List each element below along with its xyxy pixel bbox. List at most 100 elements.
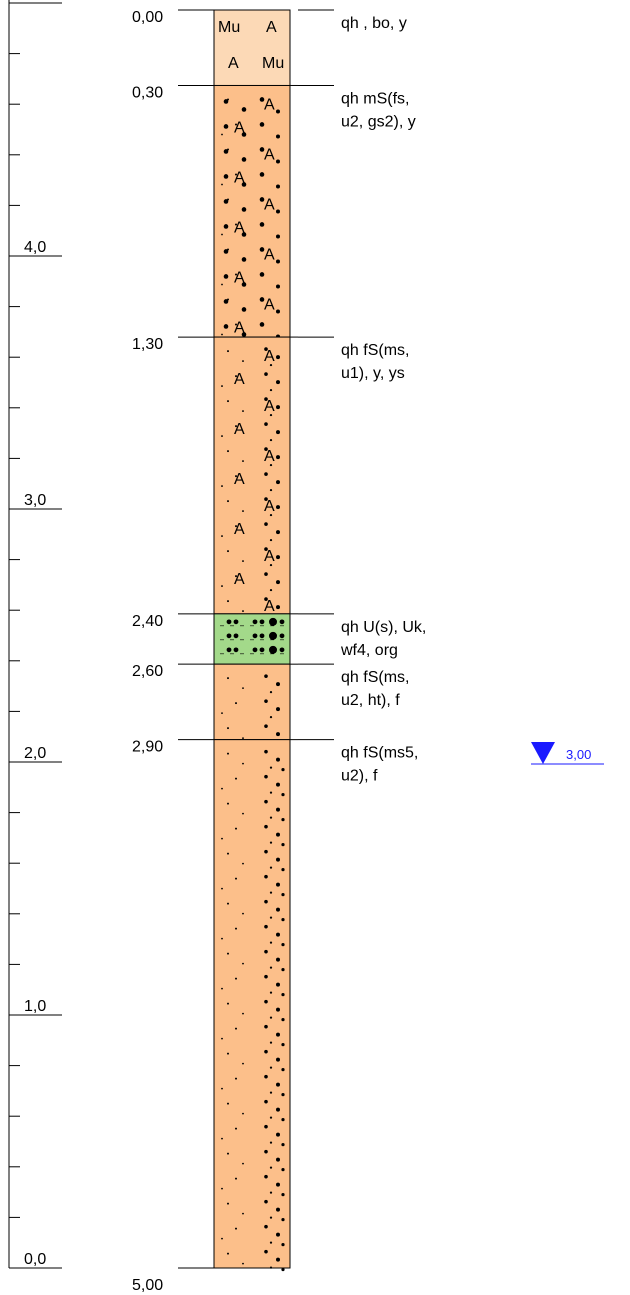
pattern-fine-dot — [235, 425, 237, 428]
soil-layer-fill — [213, 663, 291, 741]
pattern-medium-dot — [281, 843, 285, 847]
pattern-fine-dot — [221, 385, 223, 387]
water-level-label: 3,00 — [566, 747, 591, 762]
pattern-fine-dot — [269, 966, 273, 969]
pattern-a-glyph: A — [228, 55, 239, 72]
pattern-medium-dot — [223, 124, 229, 129]
pattern-a-glyph: A — [264, 598, 275, 615]
pattern-fine-dot — [269, 1141, 273, 1144]
depth-labels: 0,00 0,30 1,30 2,40 2,60 2,90 5,00 — [132, 9, 214, 1294]
pattern-medium-dot — [276, 1132, 280, 1137]
pattern-a-glyph: A — [264, 398, 275, 415]
pattern-medium-dot — [241, 332, 247, 337]
pattern-medium-dot — [276, 109, 280, 114]
pattern-fine-dot — [242, 1062, 244, 1065]
pattern-medium-dot — [281, 768, 285, 772]
pattern-fine-dot — [235, 777, 237, 780]
layer-top-depth-label: 2,90 — [132, 739, 163, 756]
pattern-fine-dot — [269, 866, 273, 869]
pattern-medium-dot — [281, 943, 285, 947]
pattern-medium-dot — [264, 1149, 268, 1154]
pattern-a-glyph: A — [264, 96, 275, 113]
pattern-medium-dot — [264, 372, 268, 376]
pattern-a-glyph: A — [264, 348, 275, 365]
pattern-fine-dot — [235, 1177, 237, 1180]
pattern-medium-dot — [281, 1193, 285, 1197]
layer-description-line: qh U(s), Uk, — [341, 619, 426, 636]
pattern-medium-dot — [264, 999, 268, 1004]
pattern-medium-dot — [241, 257, 247, 262]
pattern-fine-dot — [227, 902, 229, 905]
pattern-medium-dot — [264, 924, 268, 929]
pattern-fine-dot — [242, 687, 244, 690]
pattern-fine-dot — [221, 837, 223, 840]
pattern-medium-dot — [281, 1068, 285, 1072]
pattern-silt-dot — [252, 633, 258, 639]
pattern-silt-dot — [233, 633, 239, 639]
scale-label: 3,0 — [24, 492, 46, 509]
pattern-fine-dot — [242, 610, 244, 612]
soil-layer-pattern: A A A A A A A A A A A — [221, 347, 280, 617]
soil-layer: Mu A A Mu — [213, 9, 291, 86]
pattern-medium-dot — [241, 282, 247, 287]
pattern-silt-dot — [259, 619, 265, 625]
pattern-medium-dot — [264, 674, 268, 678]
pattern-a-glyph: A — [264, 448, 275, 465]
pattern-medium-dot — [276, 355, 280, 360]
pattern-medium-dot — [223, 299, 229, 304]
pattern-medium-dot — [276, 134, 280, 139]
pattern-fine-dot — [235, 475, 237, 478]
pattern-silt-dot — [269, 617, 277, 626]
pattern-medium-dot — [264, 874, 268, 879]
pattern-medium-dot — [241, 157, 247, 162]
pattern-fine-dot — [269, 363, 273, 367]
pattern-medium-dot — [223, 249, 229, 254]
pattern-fine-dot — [227, 752, 229, 755]
pattern-fine-dot — [235, 323, 237, 326]
pattern-medium-dot — [259, 172, 265, 177]
pattern-silt-dot — [233, 619, 239, 625]
pattern-fine-dot — [242, 762, 244, 765]
pattern-fine-dot — [221, 1087, 223, 1090]
pattern-medium-dot — [276, 209, 280, 214]
pattern-fine-dot — [269, 991, 273, 994]
pattern-medium-dot — [264, 597, 268, 601]
soil-layer-pattern: A A A A A A A A A A — [221, 96, 280, 339]
pattern-medium-dot — [281, 993, 285, 997]
pattern-fine-dot — [269, 563, 273, 567]
pattern-fine-dot — [227, 1002, 229, 1005]
pattern-silt-dot — [279, 619, 285, 625]
pattern-medium-dot — [259, 247, 265, 252]
pattern-fine-dot — [221, 435, 223, 437]
soil-layer-pattern: Mu A A Mu — [218, 19, 284, 72]
soil-layer: A A A A A A A A A A — [213, 84, 291, 339]
pattern-medium-dot — [241, 232, 247, 237]
pattern-medium-dot — [264, 472, 268, 476]
pattern-fine-dot — [221, 1137, 223, 1140]
layer-description-line: wf4, org — [340, 642, 398, 659]
pattern-medium-dot — [281, 868, 285, 872]
pattern-medium-dot — [241, 182, 247, 187]
pattern-silt-dot — [252, 647, 258, 653]
pattern-medium-dot — [281, 1268, 285, 1272]
pattern-medium-dot — [264, 1024, 268, 1029]
pattern-medium-dot — [264, 899, 268, 904]
pattern-medium-dot — [259, 272, 265, 277]
pattern-a-glyph: A — [234, 521, 245, 538]
water-level: 3,00 — [531, 742, 604, 765]
pattern-fine-dot — [269, 1266, 273, 1269]
pattern-medium-dot — [264, 1174, 268, 1179]
pattern-fine-dot — [227, 500, 229, 503]
pattern-fine-dot — [269, 438, 273, 442]
pattern-fine-dot — [227, 450, 229, 453]
pattern-medium-dot — [276, 1157, 280, 1162]
pattern-fine-dot — [242, 360, 244, 362]
pattern-medium-dot — [281, 918, 285, 922]
pattern-medium-dot — [241, 307, 247, 312]
pattern-a-glyph: A — [264, 498, 275, 515]
pattern-medium-dot — [241, 207, 247, 212]
pattern-fine-dot — [242, 737, 244, 740]
pattern-fine-dot — [227, 852, 229, 855]
pattern-medium-dot — [281, 1243, 285, 1247]
pattern-medium-dot — [276, 580, 280, 585]
